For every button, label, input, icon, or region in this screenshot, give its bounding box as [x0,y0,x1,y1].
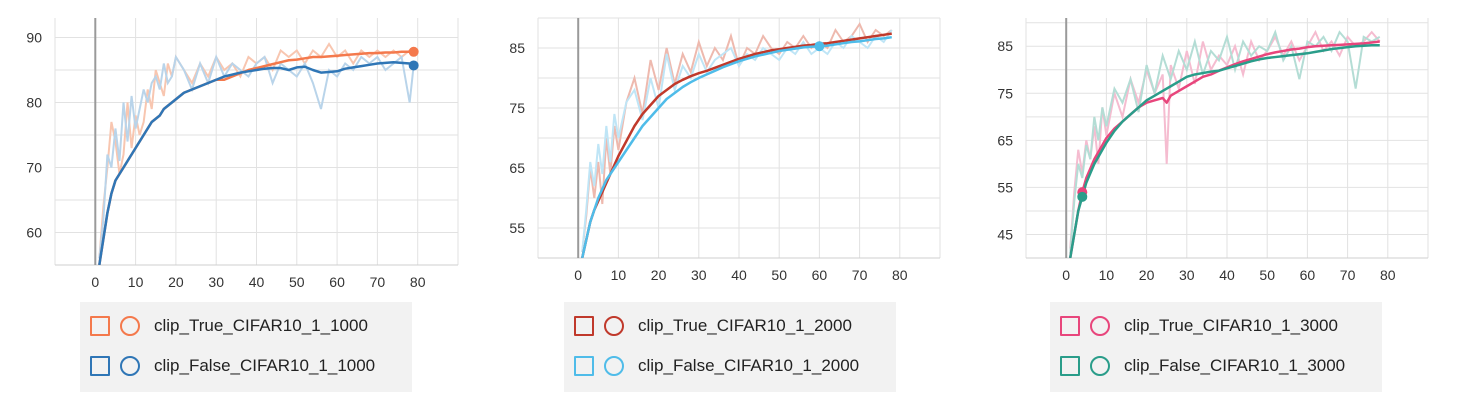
legend-square-icon[interactable] [1060,316,1080,336]
legend-label: clip_False_CIFAR10_1_1000 [154,356,376,375]
y-tick-label: 85 [997,38,1013,54]
legend-item[interactable]: clip_True_CIFAR10_1_1000 [90,306,402,346]
legend-square-icon[interactable] [574,316,594,336]
x-tick-label: 60 [1300,267,1316,283]
legend-label: clip_True_CIFAR10_1_2000 [638,316,852,335]
legend-item[interactable]: clip_False_CIFAR10_1_3000 [1060,346,1372,386]
x-tick-label: 20 [168,274,184,290]
series-smoothed-line [98,60,415,265]
y-tick-label: 75 [997,85,1013,101]
chart-3-legend: clip_True_CIFAR10_1_3000 clip_False_CIFA… [1050,302,1382,392]
x-tick-label: 40 [249,274,265,290]
x-tick-label: 20 [1139,267,1155,283]
chart-1-legend: clip_True_CIFAR10_1_1000 clip_False_CIFA… [80,302,412,392]
legend-item[interactable]: clip_False_CIFAR10_1_1000 [90,346,402,386]
series-raw-line [98,42,414,259]
y-tick-label: 90 [26,30,42,46]
y-tick-label: 45 [997,226,1013,242]
y-tick-label: 75 [509,100,525,116]
x-tick-label: 70 [852,267,868,283]
x-tick-label: 10 [1099,267,1115,283]
legend-circle-icon[interactable] [1090,316,1110,336]
legend-square-icon[interactable] [1060,356,1080,376]
legend-square-icon[interactable] [574,356,594,376]
y-tick-label: 85 [509,40,525,56]
legend-label: clip_False_CIFAR10_1_2000 [638,356,860,375]
legend-circle-icon[interactable] [120,316,140,336]
x-tick-label: 0 [1062,267,1070,283]
legend-label: clip_True_CIFAR10_1_1000 [154,316,368,335]
x-tick-label: 60 [329,274,345,290]
y-tick-label: 65 [509,160,525,176]
x-tick-label: 80 [892,267,908,283]
x-tick-label: 70 [1340,267,1356,283]
series-marker-point [814,41,825,52]
x-tick-label: 30 [1179,267,1195,283]
x-tick-label: 50 [771,267,787,283]
series-smoothed-line [581,35,892,258]
chart-panel-3: 0 10 20 30 40 50 60 70 80 45 55 65 75 85 clip_True_CI… [978,0,1448,400]
legend-item[interactable]: clip_False_CIFAR10_1_2000 [574,346,886,386]
series-raw-line [1069,29,1381,249]
series-marker-point [408,60,419,71]
legend-square-icon[interactable] [90,356,110,376]
series-raw-line [581,21,893,253]
chart-panel-1: 0 10 20 30 40 50 60 70 80 60 70 80 90 clip_True_CIFA… [0,0,470,400]
legend-circle-icon[interactable] [120,356,140,376]
y-tick-label: 55 [997,179,1013,195]
series-raw-line [98,54,415,259]
chart-2-plot: 0 10 20 30 40 50 60 70 80 55 65 75 85 [509,17,941,283]
y-tick-label: 55 [509,220,525,236]
x-tick-label: 0 [91,274,99,290]
legend-item[interactable]: clip_True_CIFAR10_1_2000 [574,306,886,346]
chart-2-legend: clip_True_CIFAR10_1_2000 clip_False_CIFA… [564,302,896,392]
series-raw-line [581,29,893,253]
legend-circle-icon[interactable] [604,356,624,376]
series-smoothed-line [1068,44,1380,258]
x-tick-label: 70 [370,274,386,290]
x-tick-label: 80 [410,274,426,290]
x-tick-label: 80 [1380,267,1396,283]
chart-1-plot: 0 10 20 30 40 50 60 70 80 60 70 80 90 [26,18,459,290]
series-raw-line [1069,29,1381,254]
x-tick-label: 40 [731,267,747,283]
series-smoothed-line [1068,40,1380,258]
legend-label: clip_True_CIFAR10_1_3000 [1124,316,1338,335]
y-tick-label: 70 [26,160,42,176]
legend-label: clip_False_CIFAR10_1_3000 [1124,356,1346,375]
legend-circle-icon[interactable] [604,316,624,336]
y-tick-label: 80 [26,95,42,111]
x-tick-label: 20 [651,267,667,283]
x-tick-label: 50 [1259,267,1275,283]
x-tick-label: 30 [691,267,707,283]
x-tick-label: 10 [611,267,627,283]
legend-square-icon[interactable] [90,316,110,336]
x-tick-label: 10 [128,274,144,290]
series-marker-point [408,46,419,57]
legend-circle-icon[interactable] [1090,356,1110,376]
x-tick-label: 40 [1219,267,1235,283]
legend-item[interactable]: clip_True_CIFAR10_1_3000 [1060,306,1372,346]
y-tick-label: 65 [997,132,1013,148]
x-tick-label: 60 [812,267,828,283]
x-tick-label: 30 [208,274,224,290]
chart-panel-2: 0 10 20 30 40 50 60 70 80 55 65 75 85 clip_True_CIFA… [490,0,960,400]
x-tick-label: 50 [289,274,305,290]
x-tick-label: 0 [574,267,582,283]
series-marker-point [1077,191,1088,202]
chart-3-plot: 0 10 20 30 40 50 60 70 80 45 55 65 75 85 [997,18,1429,283]
y-tick-label: 60 [26,225,42,241]
